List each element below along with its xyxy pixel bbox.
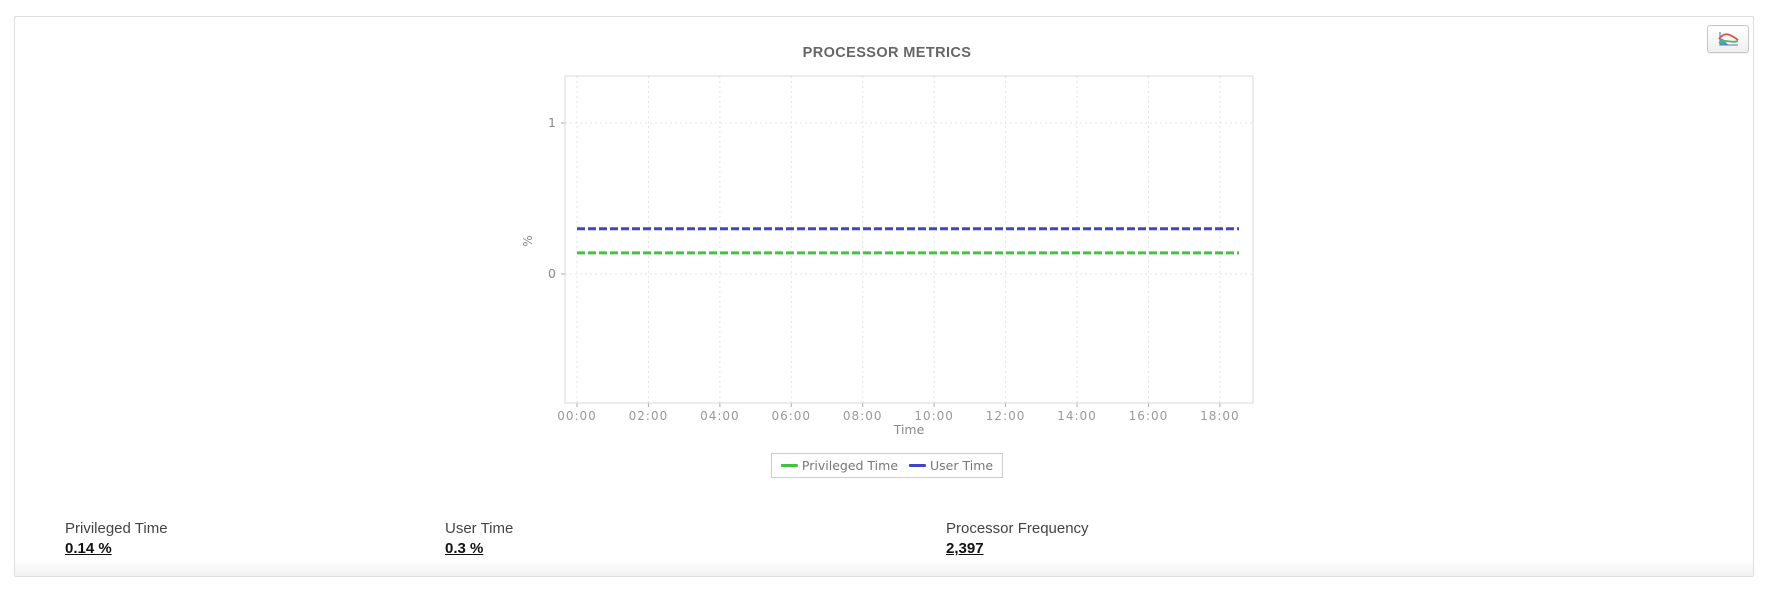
legend-swatch [780,464,798,467]
chart-type-button[interactable] [1707,25,1749,53]
x-axis-label: Time [893,422,925,437]
x-tick-label: 04:00 [700,409,740,423]
plot-border [564,75,1254,404]
legend-swatch [909,464,927,467]
x-tick-label: 16:00 [1129,409,1169,423]
stat-value-link[interactable]: 0.3 % [445,540,484,557]
chart-title: PROCESSOR METRICS [802,45,972,61]
x-tick-label: 14:00 [1057,409,1097,423]
multi-series-chart-icon [1716,31,1740,48]
chart-area: PROCESSOR METRICS 00:00 02:00 04:00 06:00 08… [501,41,1273,487]
x-tick-label: 18:00 [1200,409,1240,423]
x-tick-label: 02:00 [629,409,669,423]
stat-label: Privileged Time [65,520,168,537]
x-tick-label: 08:00 [843,409,883,423]
processor-metrics-line-chart: 00:00 02:00 04:00 06:00 08:00 10:00 12:00 14:00… [521,75,1254,437]
chart-legend: Privileged Time User Time [770,453,1004,478]
x-tick-label: 06:00 [771,409,811,423]
legend-item-privileged-time: Privileged Time [780,458,899,473]
widget-footer-strip [15,559,1753,576]
stat-label: User Time [445,520,514,537]
y-axis-label: % [521,235,535,246]
processor-metrics-widget: PROCESSOR METRICS 00:00 02:00 04:00 06:00 08… [14,16,1754,577]
legend-label: Privileged Time [801,458,899,473]
stat-processor-frequency: Processor Frequency 2,397 [946,520,1089,558]
legend-item-user-time: User Time [909,458,993,473]
stat-value-link[interactable]: 2,397 [946,540,984,557]
y-tick-label: 1 [548,115,556,130]
x-tick-label: 00:00 [557,409,597,423]
legend-label: User Time [930,458,994,473]
stat-value-link[interactable]: 0.14 % [65,540,112,557]
x-tick-label: 10:00 [914,409,954,423]
x-tick-label: 12:00 [986,409,1026,423]
stat-privileged-time: Privileged Time 0.14 % [65,520,168,558]
y-tick-label: 0 [548,266,556,281]
stat-user-time: User Time 0.3 % [445,520,513,558]
stat-label: Processor Frequency [946,520,1089,537]
